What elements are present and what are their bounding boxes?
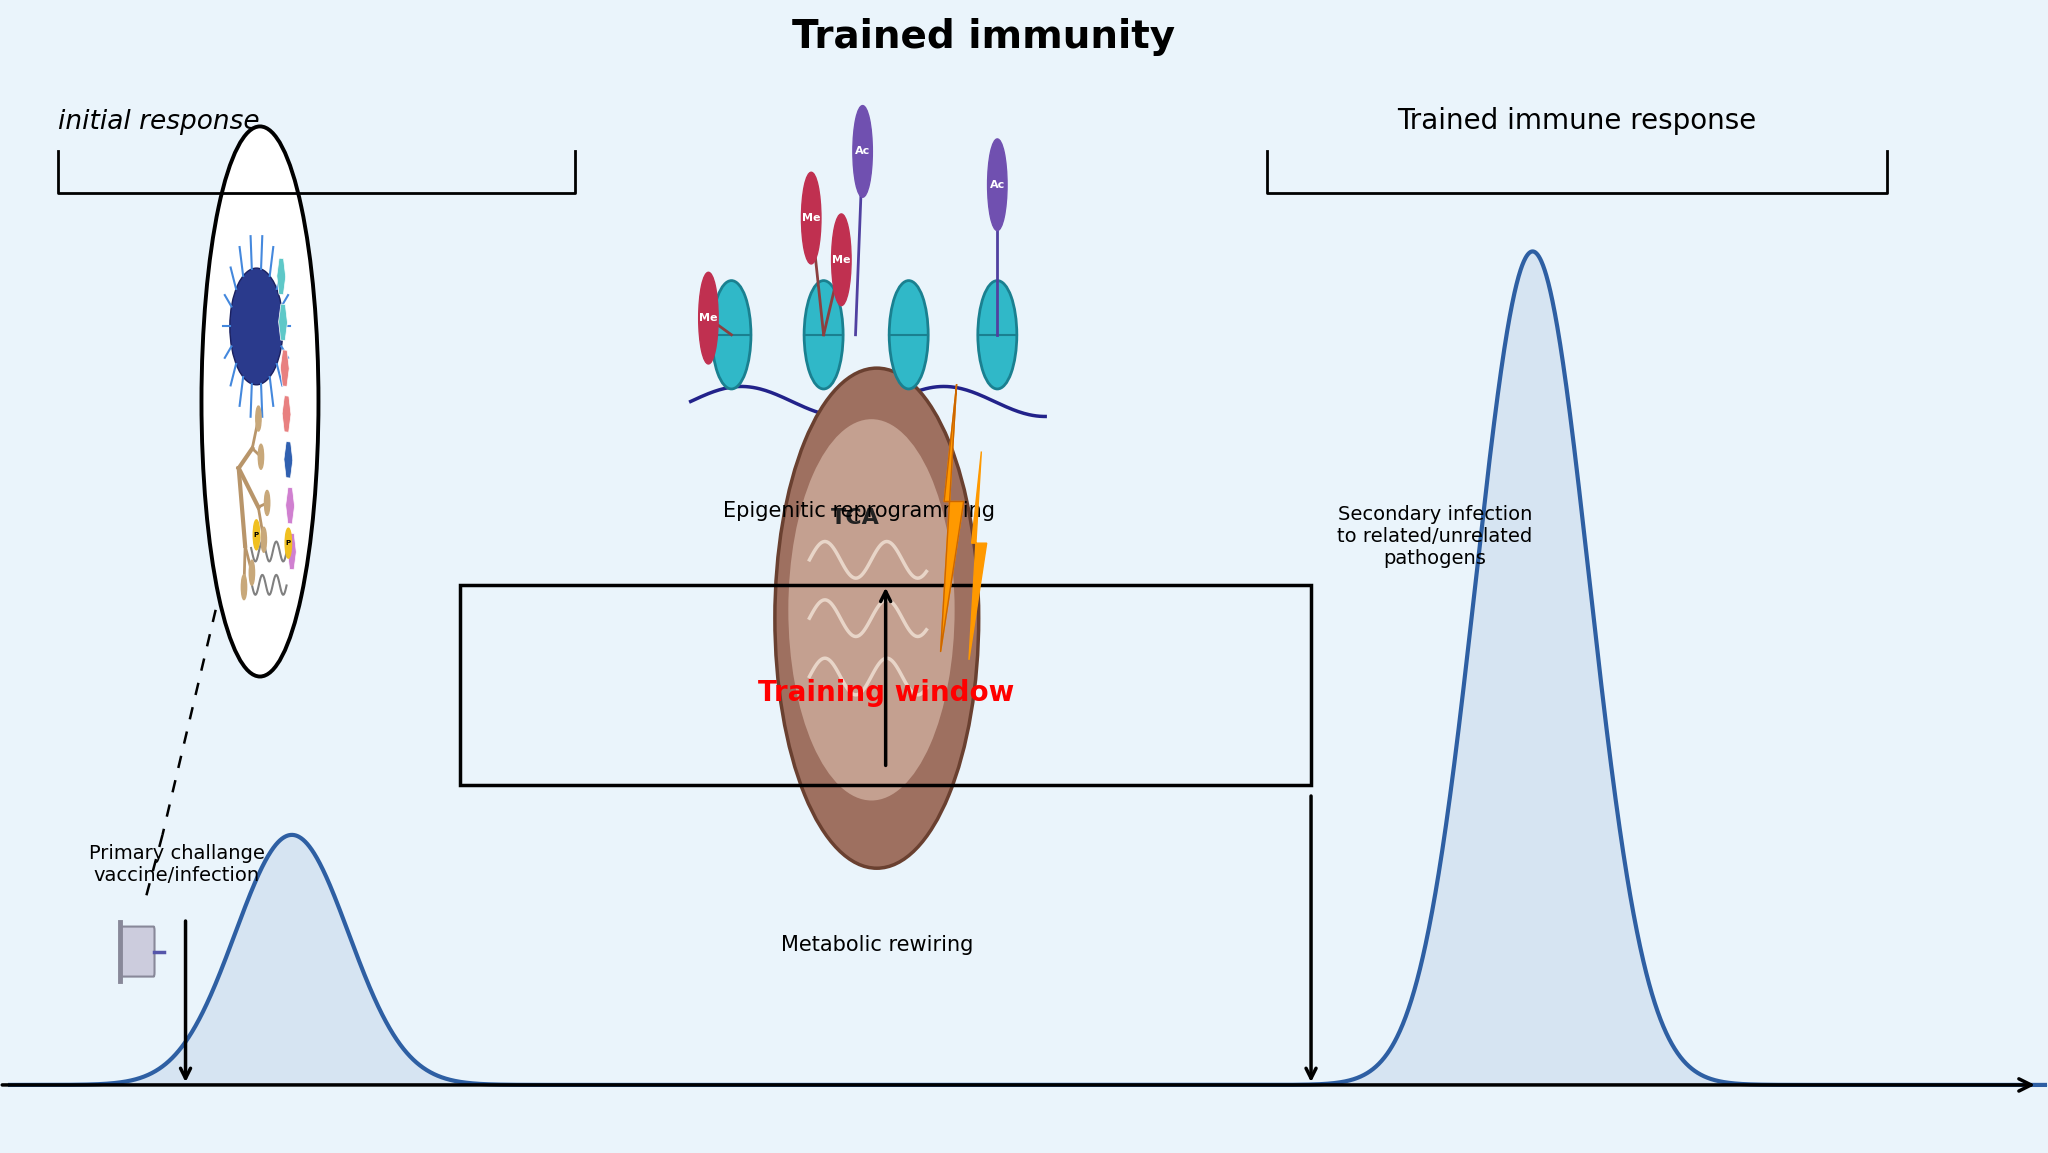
Circle shape xyxy=(258,444,264,469)
Text: initial response: initial response xyxy=(57,108,260,135)
Text: Ac: Ac xyxy=(854,146,870,157)
Circle shape xyxy=(201,127,319,677)
Polygon shape xyxy=(940,385,965,651)
Ellipse shape xyxy=(774,368,979,868)
Ellipse shape xyxy=(977,280,1016,389)
Text: Metabolic rewiring: Metabolic rewiring xyxy=(780,935,973,955)
Circle shape xyxy=(256,406,260,431)
Text: Primary challange
vaccine/infection: Primary challange vaccine/infection xyxy=(88,844,264,884)
Ellipse shape xyxy=(805,280,844,389)
Ellipse shape xyxy=(786,419,956,801)
Ellipse shape xyxy=(229,269,283,385)
Text: Me: Me xyxy=(831,255,850,265)
Text: Secondary infection
to related/unrelated
pathogens: Secondary infection to related/unrelated… xyxy=(1337,505,1532,568)
Circle shape xyxy=(262,527,266,552)
Circle shape xyxy=(242,574,246,600)
Text: Ac: Ac xyxy=(989,180,1006,190)
Circle shape xyxy=(801,172,821,264)
Text: P: P xyxy=(254,532,258,537)
Circle shape xyxy=(852,106,872,197)
Text: P: P xyxy=(287,540,291,547)
Polygon shape xyxy=(969,452,987,660)
Text: Me: Me xyxy=(803,213,821,223)
Circle shape xyxy=(264,490,270,515)
Text: Trained immune response: Trained immune response xyxy=(1397,107,1757,135)
Text: Trained immunity: Trained immunity xyxy=(793,18,1176,56)
Text: Epigenitic reprogramming: Epigenitic reprogramming xyxy=(723,502,995,521)
Bar xyxy=(461,585,1311,785)
Ellipse shape xyxy=(713,280,752,389)
Ellipse shape xyxy=(889,280,928,389)
Circle shape xyxy=(250,560,254,586)
Text: Training window: Training window xyxy=(758,679,1014,707)
Circle shape xyxy=(987,138,1008,231)
Circle shape xyxy=(831,214,852,306)
Text: Me: Me xyxy=(698,314,717,323)
FancyBboxPatch shape xyxy=(121,927,154,977)
Circle shape xyxy=(285,528,291,558)
Circle shape xyxy=(254,520,260,550)
Text: TCA: TCA xyxy=(831,508,881,528)
Circle shape xyxy=(698,272,719,364)
